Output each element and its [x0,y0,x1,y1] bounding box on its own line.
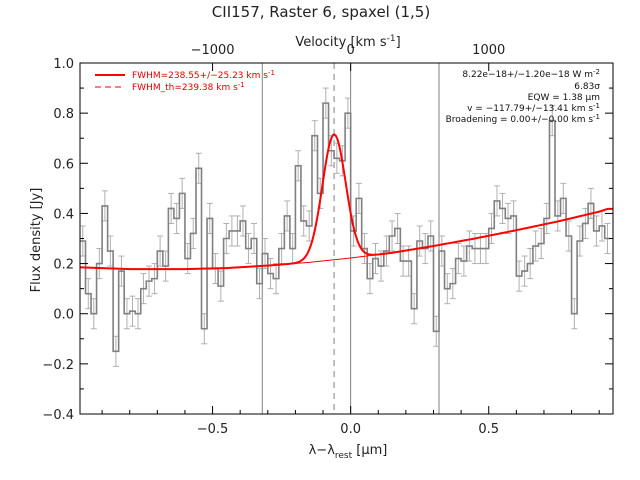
top-axis-label: Velocity [km s-1] [295,34,400,50]
y-tick-label-1: −0.2 [42,358,74,373]
legend-label-fwhm-th: FWHM_th=239.38 km s-1 [132,81,245,93]
legend-label-fwhm: FWHM=238.55+/−25.23 km s-1 [132,69,275,81]
top-tick-label-2: 1000 [472,43,505,58]
y-tick-label-3: 0.2 [53,258,74,273]
y-tick-label-4: 0.4 [53,207,74,222]
annotations: 8.22e−18+/−1.20e−18 W m-2 6.83σ EQW = 1.… [446,68,601,125]
annotation-sigma: 6.83σ [574,82,600,92]
continuum-line [79,208,608,270]
x-tick-label-1: 0.0 [340,422,361,437]
fit-solid [79,133,613,271]
annotation-flux: 8.22e−18+/−1.20e−18 W m-2 [462,68,600,80]
annotation-eqw: EQW = 1.38 μm [528,93,600,103]
y-tick-label-6: 0.8 [53,107,74,122]
top-tick-label-0: −1000 [191,43,235,58]
annotation-velocity: v = −117.79+/−13.41 km s-1 [467,102,600,114]
y-axis-label: Flux density [Jy] [29,188,44,293]
plot-area [79,63,613,414]
x-tick-label-0: −0.5 [197,422,229,437]
annotation-broadening: Broadening = 0.00+/−0.00 km s-1 [446,113,600,125]
x-tick-label-2: 0.5 [478,422,499,437]
top-tick-label-1: 0 [347,43,355,58]
y-tick-label-2: 0.0 [53,308,74,323]
axis-ticks: −0.5 0.0 0.5 −1000 0 1000 −0.4 −0.2 0.0 0.2 0.4 0.6… [42,43,613,437]
y-tick-label-0: −0.4 [42,408,74,423]
y-tick-label-5: 0.6 [53,157,74,172]
chart-title: CII157, Raster 6, spaxel (1,5) [212,3,430,21]
y-tick-label-7: 1.0 [53,57,74,72]
x-axis-label: λ−λrest [μm] [309,443,388,461]
legend: FWHM=238.55+/−25.23 km s-1 FWHM_th=239.3… [95,69,275,93]
